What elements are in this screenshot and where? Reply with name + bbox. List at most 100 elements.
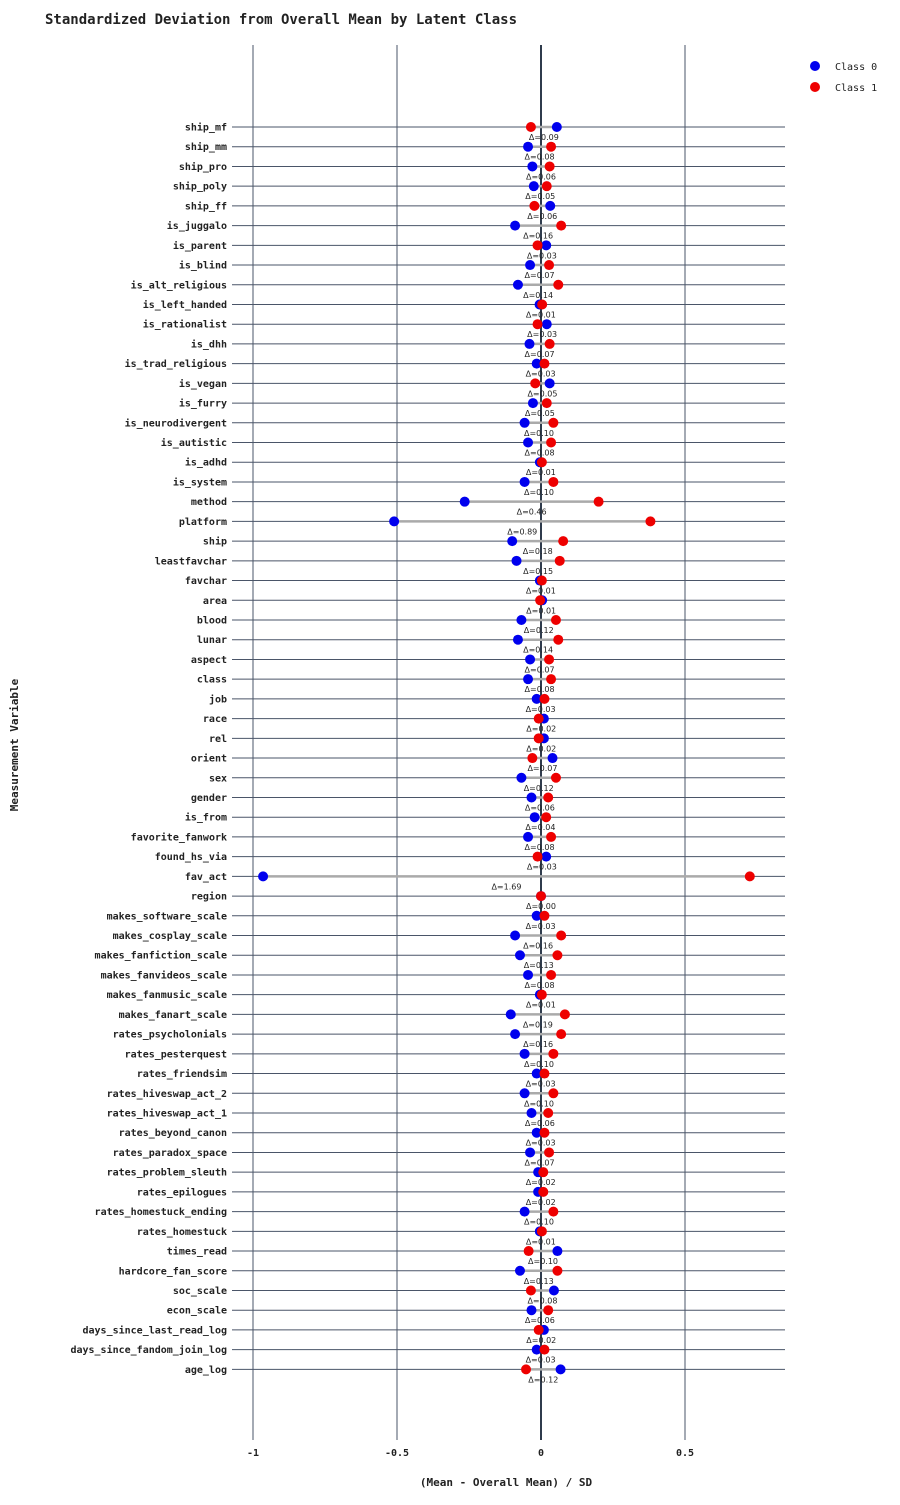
x-tick-label: -0.5 <box>385 1448 409 1459</box>
class-1-point <box>552 950 563 961</box>
delta-label: Δ=0.14 <box>523 291 553 300</box>
class-0-point <box>541 240 552 251</box>
delta-label: Δ=0.06 <box>525 1316 555 1325</box>
delta-label: Δ=0.10 <box>528 1257 558 1266</box>
category-label: is_blind <box>179 260 227 272</box>
class-1-point <box>521 1364 532 1375</box>
class-1-point <box>553 279 564 290</box>
class-0-point <box>519 417 530 428</box>
class-1-point <box>525 1285 536 1296</box>
category-label: area <box>203 596 227 607</box>
row-rel: rel Δ=0.02 <box>209 733 785 753</box>
row-sex: sex Δ=0.12 <box>209 772 785 793</box>
class-0-point <box>555 1364 566 1375</box>
class-1-point <box>541 812 552 823</box>
category-label: blood <box>197 616 227 627</box>
row-is-parent: is_parent Δ=0.03 <box>173 240 785 260</box>
class-0-point <box>511 555 522 566</box>
delta-label: Δ=0.05 <box>527 389 557 398</box>
delta-label: Δ=0.13 <box>524 1277 554 1286</box>
row-blood: blood Δ=0.12 <box>197 615 785 635</box>
delta-label: Δ=0.03 <box>526 1356 556 1365</box>
class-1-point <box>539 1344 550 1355</box>
category-label: days_since_fandom_join_log <box>70 1344 227 1356</box>
row-favorite-fanwork: favorite_fanwork Δ=0.08 <box>131 831 785 852</box>
row-rates-psycholonials: rates_psycholonials Δ=0.16 <box>113 1029 785 1049</box>
row-leastfavchar: leastfavchar Δ=0.15 <box>155 555 785 576</box>
row-class: class Δ=0.08 <box>197 674 785 694</box>
row-region: region Δ=0.00 <box>191 891 785 911</box>
delta-label: Δ=0.03 <box>526 370 556 379</box>
delta-label: Δ=0.89 <box>507 527 537 536</box>
chart-title: Standardized Deviation from Overall Mean… <box>45 12 517 28</box>
category-label: days_since_last_read_log <box>83 1324 228 1336</box>
row-econ-scale: econ_scale Δ=0.06 <box>167 1305 785 1325</box>
delta-label: Δ=0.08 <box>525 449 555 458</box>
delta-label: Δ=0.01 <box>526 1001 556 1010</box>
category-label: is_juggalo <box>167 220 227 232</box>
delta-label: Δ=0.10 <box>524 1099 554 1108</box>
delta-label: Δ=0.08 <box>525 685 555 694</box>
class-1-point <box>539 1127 550 1138</box>
category-label: favchar <box>185 576 227 587</box>
category-label: rates_friendsim <box>137 1068 227 1080</box>
class-1-point <box>556 930 567 941</box>
delta-label: Δ=0.02 <box>526 1178 556 1187</box>
class-0-point <box>516 772 527 783</box>
category-label: is_rationalist <box>143 319 227 331</box>
row-is-from: is_from Δ=0.04 <box>185 812 785 832</box>
row-lunar: lunar Δ=0.14 <box>197 634 785 655</box>
x-axis-ticks: -1 -0.5 0 0.5 <box>247 1448 694 1459</box>
class-0-point <box>523 674 534 685</box>
class-0-point <box>531 1127 542 1138</box>
row-days-since-fandom-join-log: days_since_fandom_join_log Δ=0.03 <box>70 1344 785 1365</box>
row-days-since-last-read-log: days_since_last_read_log Δ=0.02 <box>83 1324 785 1345</box>
class-1-point <box>533 713 544 724</box>
row-is-blind: is_blind Δ=0.07 <box>179 260 785 280</box>
row-is-furry: is_furry Δ=0.05 <box>179 398 785 418</box>
class-1-point <box>539 1068 550 1079</box>
category-label: is_dhh <box>191 338 227 350</box>
class-1-point <box>535 595 546 606</box>
category-label: rates_psycholonials <box>113 1029 227 1041</box>
category-label: fav_act <box>185 872 227 883</box>
delta-label: Δ=0.07 <box>525 1158 555 1167</box>
category-label: rates_problem_sleuth <box>107 1168 227 1179</box>
class-0-point <box>512 634 523 645</box>
category-label: favorite_fanwork <box>131 831 227 843</box>
delta-label: Δ=0.03 <box>526 1139 556 1148</box>
row-rates-problem-sleuth: rates_problem_sleuth Δ=0.02 <box>107 1167 785 1187</box>
category-label: is_furry <box>179 398 227 410</box>
row-ship-poly: ship_poly Δ=0.05 <box>173 181 785 201</box>
row-rates-epilogues: rates_epilogues Δ=0.02 <box>137 1186 785 1207</box>
row-makes-cosplay-scale: makes_cosplay_scale Δ=0.16 <box>113 930 785 951</box>
row-ship-mm: ship_mm Δ=0.08 <box>185 141 785 162</box>
row-makes-fanvideos-scale: makes_fanvideos_scale Δ=0.08 <box>101 969 785 990</box>
class-1-point <box>536 575 547 586</box>
delta-label: Δ=0.02 <box>526 1336 556 1345</box>
row-soc-scale: soc_scale Δ=0.08 <box>173 1285 785 1305</box>
class-0-point <box>510 220 521 231</box>
class-1-point <box>548 476 559 487</box>
row-is-autistic: is_autistic Δ=0.08 <box>161 437 785 458</box>
delta-label: Δ=0.03 <box>527 863 557 872</box>
class-0-point <box>531 910 542 921</box>
row-rates-friendsim: rates_friendsim Δ=0.03 <box>137 1068 785 1089</box>
delta-label: Δ=0.46 <box>517 508 547 517</box>
category-label: makes_fanfiction_scale <box>95 950 227 962</box>
delta-label: Δ=0.06 <box>525 803 555 812</box>
delta-label: Δ=0.16 <box>523 942 553 951</box>
x-axis-title: (Mean - Overall Mean) / SD <box>420 1476 593 1489</box>
class-0-point <box>516 615 527 625</box>
category-label: job <box>209 693 227 705</box>
class-1-point <box>544 161 555 172</box>
delta-label: Δ=0.02 <box>526 744 556 753</box>
class-1-point <box>530 378 541 389</box>
class-1-point <box>552 1265 563 1276</box>
category-label: econ_scale <box>167 1306 227 1317</box>
row-is-juggalo: is_juggalo Δ=0.16 <box>167 220 785 241</box>
row-favchar: favchar Δ=0.01 <box>185 575 785 596</box>
delta-label: Δ=0.04 <box>525 823 555 832</box>
legend-label: Class 1 <box>835 83 877 94</box>
delta-label: Δ=0.05 <box>525 409 555 418</box>
